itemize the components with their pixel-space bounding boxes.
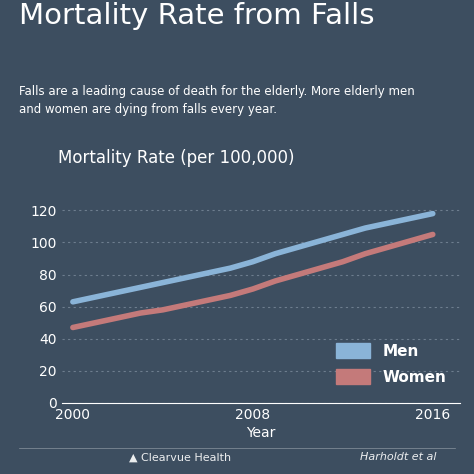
X-axis label: Year: Year <box>246 426 275 440</box>
Legend: Men, Women: Men, Women <box>330 337 452 391</box>
Text: ▲ Clearvue Health: ▲ Clearvue Health <box>129 452 231 462</box>
Text: Mortality Rate from Falls: Mortality Rate from Falls <box>19 2 374 30</box>
Text: Mortality Rate (per 100,000): Mortality Rate (per 100,000) <box>58 149 294 167</box>
Text: Falls are a leading cause of death for the elderly. More elderly men
and women a: Falls are a leading cause of death for t… <box>19 85 415 116</box>
Text: Harholdt et al: Harholdt et al <box>360 452 436 462</box>
